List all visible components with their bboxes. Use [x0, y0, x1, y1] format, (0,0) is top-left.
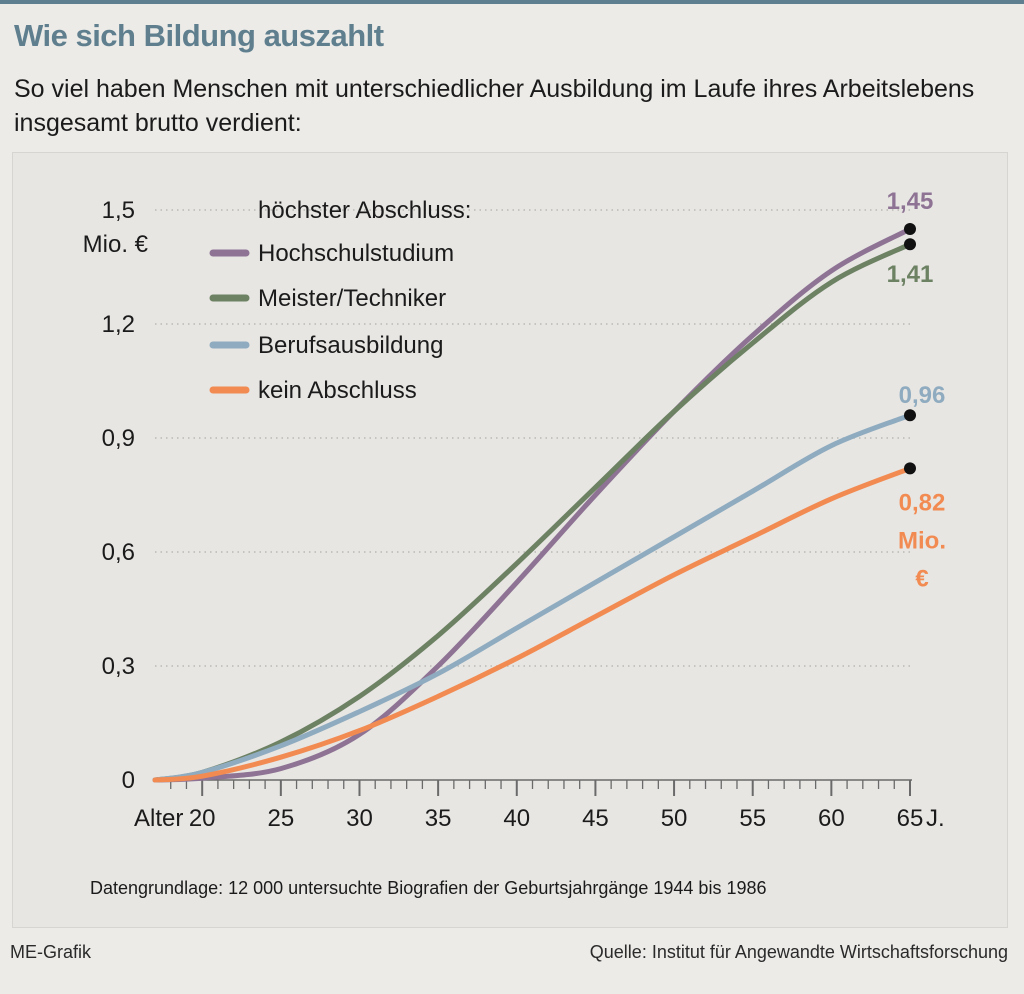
series-end-dot: [904, 409, 916, 422]
y-axis-ticks: 0 0,3 0,6 0,9 1,2 1,5: [102, 197, 135, 794]
series-end-dot: [904, 238, 916, 251]
series-end-label: 0,96: [899, 382, 946, 409]
series-end-label: 0,82: [899, 489, 946, 516]
series-line: [152, 241, 913, 783]
series-line: [152, 465, 913, 783]
y-tick-label: 0,3: [102, 653, 135, 680]
legend-label: kein Abschluss: [258, 377, 417, 404]
page-title: Wie sich Bildung auszahlt: [14, 18, 384, 53]
legend-label: Meister/Techniker: [258, 285, 446, 312]
y-tick-label: 0,9: [102, 425, 135, 452]
x-tick-label: 30: [346, 805, 373, 832]
series-end-markers: 1,45 1,41 0,96 0,82 Mio. €: [887, 188, 946, 592]
x-tick-label: 50: [661, 805, 688, 832]
series-end-label: 1,41: [887, 261, 934, 288]
series-line: [152, 412, 913, 783]
source-note: Quelle: Institut für Angewandte Wirtscha…: [589, 942, 1008, 962]
grid-lines: [155, 209, 910, 667]
x-tick-label: 40: [503, 805, 530, 832]
x-tick-label: 60: [818, 805, 845, 832]
x-tick-label: 20: [189, 805, 216, 832]
page-subtitle: So viel haben Menschen mit unterschiedli…: [14, 75, 975, 137]
x-axis: 20 25 30 35 40 45 50 55 60 65: [155, 779, 924, 832]
data-footnote: Datengrundlage: 12 000 untersuchte Biogr…: [90, 878, 767, 898]
x-tick-label: 55: [739, 805, 766, 832]
y-tick-label: 1,5: [102, 197, 135, 224]
series-end-unit: Mio.: [898, 527, 946, 554]
x-tick-label: 25: [267, 805, 294, 832]
series-end-dot: [904, 462, 916, 475]
x-tick-label: 45: [582, 805, 609, 832]
graphic-credit: ME-Grafik: [10, 942, 91, 962]
legend-title: höchster Abschluss:: [258, 197, 471, 224]
x-tick-label: 35: [425, 805, 452, 832]
series-lines: [152, 226, 913, 783]
x-tick-label: 65: [897, 805, 924, 832]
x-axis-label: Alter: [134, 805, 183, 832]
series-line: [152, 226, 913, 783]
x-axis-unit: J.: [926, 805, 945, 832]
y-axis-unit: Mio. €: [83, 231, 149, 258]
y-tick-label: 0,6: [102, 539, 135, 566]
legend-label: Berufsausbildung: [258, 332, 443, 359]
top-rule: [0, 0, 1024, 4]
series-end-dot: [904, 223, 916, 235]
series-end-label: 1,45: [887, 188, 934, 215]
chart-panel: [12, 152, 1008, 928]
y-tick-label: 1,2: [102, 311, 135, 338]
series-end-unit: €: [915, 565, 928, 592]
legend-label: Hochschulstudium: [258, 240, 454, 267]
legend: Hochschulstudium Meister/Techniker Berufsa…: [209, 240, 454, 404]
y-tick-label: 0: [122, 767, 135, 794]
